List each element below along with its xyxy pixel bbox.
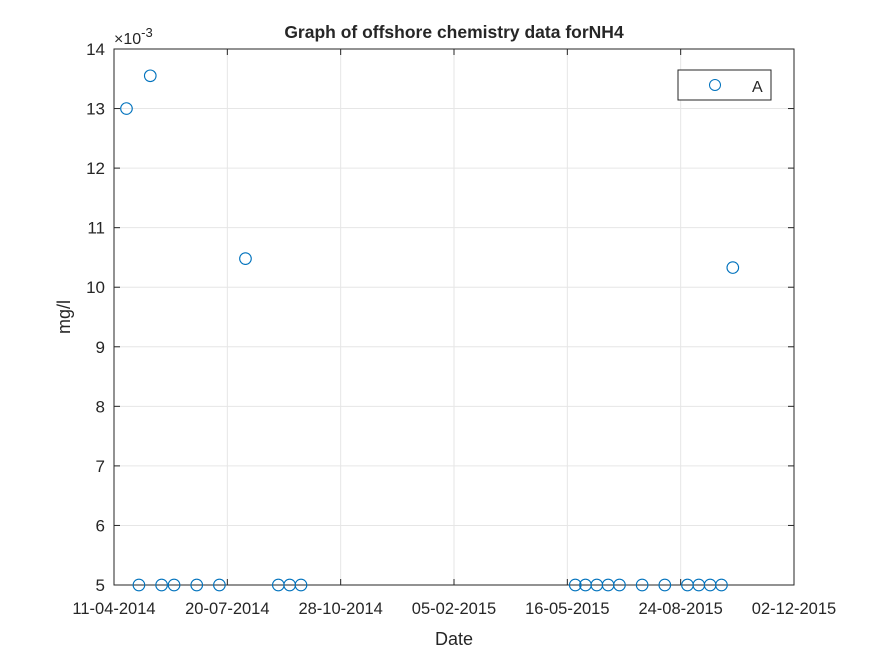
x-axis-label: Date <box>435 629 473 649</box>
data-markers <box>120 69 740 592</box>
y-exponent-base: ×10 <box>114 31 141 48</box>
y-tick-label: 10 <box>86 278 105 297</box>
legend: A <box>677 69 772 101</box>
x-tick-label: 11-04-2014 <box>72 600 155 618</box>
x-tick-label: 16-05-2015 <box>525 600 609 618</box>
y-tick-label: 13 <box>86 100 105 119</box>
data-point <box>658 578 672 592</box>
data-point <box>143 69 157 83</box>
x-tick-label: 05-02-2015 <box>412 600 496 618</box>
y-tick-label: 14 <box>86 40 105 59</box>
data-point <box>294 578 308 592</box>
data-point <box>726 261 740 274</box>
y-tick-label: 5 <box>96 576 105 595</box>
data-point <box>613 578 626 592</box>
data-point <box>715 578 728 592</box>
y-axis-label: mg/l <box>54 300 74 334</box>
data-point <box>239 252 252 265</box>
y-exponent-power: -3 <box>141 25 153 40</box>
plot-area: 11-04-2014 20-07-2014 28-10-2014 05-02-2015… <box>72 40 836 618</box>
data-point <box>120 102 133 115</box>
data-point <box>167 578 181 592</box>
data-point <box>635 578 649 592</box>
x-axis-ticks: 11-04-2014 20-07-2014 28-10-2014 05-02-2015… <box>72 49 836 618</box>
data-point <box>568 578 582 592</box>
y-tick-label: 7 <box>96 457 105 476</box>
y-axis-ticks: 5 6 7 8 9 10 11 12 13 14 <box>86 40 794 595</box>
y-tick-label: 11 <box>87 219 105 238</box>
legend-marker-icon <box>709 79 721 91</box>
y-exponent-label: ×10-3 <box>114 25 153 48</box>
x-tick-label: 24-08-2015 <box>638 600 722 618</box>
y-tick-label: 12 <box>86 159 105 178</box>
data-point <box>155 578 168 592</box>
legend-label: A <box>752 79 763 96</box>
x-tick-label: 20-07-2014 <box>185 600 269 618</box>
x-tick-label: 02-12-2015 <box>752 600 836 618</box>
legend-box <box>677 69 772 101</box>
y-tick-label: 6 <box>96 516 105 535</box>
y-tick-label: 9 <box>96 338 105 357</box>
y-tick-label: 8 <box>96 397 105 416</box>
data-point <box>213 578 226 592</box>
chart-title: Graph of offshore chemistry data forNH4 <box>284 22 624 42</box>
data-point <box>132 578 146 592</box>
x-tick-label: 28-10-2014 <box>298 600 382 618</box>
data-point <box>190 578 204 592</box>
